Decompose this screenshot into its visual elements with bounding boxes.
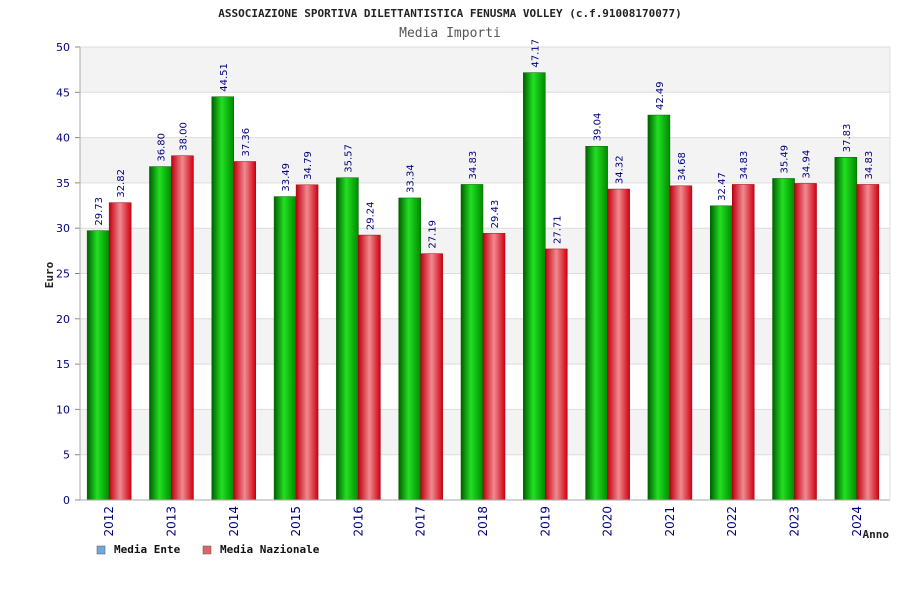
x-tick-label: 2022 xyxy=(725,506,739,537)
bar-media-ente xyxy=(336,177,359,501)
value-label: 29.24 xyxy=(365,201,376,230)
y-tick-label: 50 xyxy=(56,41,70,54)
bar-media-ente xyxy=(772,178,795,501)
bar-media-ente xyxy=(834,157,858,501)
plot-band xyxy=(80,47,890,93)
value-label: 33.49 xyxy=(281,163,292,192)
value-label: 47.17 xyxy=(530,39,541,68)
chart-title: ASSOCIAZIONE SPORTIVA DILETTANTISTICA FE… xyxy=(218,7,682,20)
value-label: 32.47 xyxy=(717,172,728,201)
value-label: 36.80 xyxy=(156,133,167,162)
x-tick-label: 2023 xyxy=(788,506,802,537)
bar-media-nazionale xyxy=(607,188,630,501)
bar-media-nazionale xyxy=(731,184,755,501)
bar-media-ente xyxy=(86,230,110,501)
x-tick-label: 2013 xyxy=(164,506,178,537)
bar-media-nazionale xyxy=(295,184,319,501)
legend: Media Ente Media Nazionale xyxy=(96,543,320,556)
x-tick-label: 2012 xyxy=(102,506,116,537)
y-tick-label: 30 xyxy=(56,222,70,235)
value-label: 34.83 xyxy=(864,151,875,180)
value-label: 29.43 xyxy=(490,200,501,229)
bar-media-nazionale xyxy=(482,233,506,501)
bar-media-nazionale xyxy=(171,155,194,501)
x-tick-label: 2020 xyxy=(601,506,615,537)
y-tick-label: 25 xyxy=(56,268,70,281)
x-tick-label: 2019 xyxy=(538,506,552,537)
bar-media-nazionale xyxy=(669,185,693,501)
value-label: 38.00 xyxy=(178,122,189,151)
x-tick-label: 2016 xyxy=(351,506,365,537)
y-tick-label: 45 xyxy=(56,86,70,99)
y-tick-label: 40 xyxy=(56,132,70,145)
bar-media-ente xyxy=(709,205,733,501)
value-label: 27.71 xyxy=(552,215,563,244)
x-tick-label: 2024 xyxy=(850,506,864,537)
bar-media-nazionale xyxy=(233,161,257,501)
legend-label-media-ente: Media Ente xyxy=(114,543,181,556)
value-label: 34.83 xyxy=(468,151,479,180)
value-label: 39.04 xyxy=(593,113,604,142)
y-tick-label: 0 xyxy=(63,494,70,507)
value-label: 44.51 xyxy=(219,63,230,92)
bar-media-nazionale xyxy=(358,234,381,501)
y-tick-labels: 0 5 10 15 20 25 30 35 40 45 50 xyxy=(56,41,70,507)
bar-media-ente xyxy=(273,196,297,501)
bar-media-nazionale xyxy=(545,248,568,501)
bar-media-ente xyxy=(523,72,546,501)
y-axis-label: Euro xyxy=(43,261,56,288)
bar-media-nazionale xyxy=(108,202,132,501)
y-tick-label: 15 xyxy=(56,358,70,371)
bar-media-nazionale xyxy=(856,184,880,501)
x-tick-label: 2021 xyxy=(663,506,677,537)
value-label: 37.36 xyxy=(241,128,252,157)
legend-swatch-media-ente xyxy=(96,545,106,555)
value-label: 27.19 xyxy=(428,220,439,249)
value-label: 37.83 xyxy=(842,124,853,153)
value-label: 29.73 xyxy=(94,197,105,226)
y-tick-label: 5 xyxy=(63,449,70,462)
value-label: 34.68 xyxy=(677,152,688,181)
plot-band xyxy=(80,137,890,183)
x-tick-label: 2014 xyxy=(227,506,241,537)
y-tick-label: 35 xyxy=(56,177,70,190)
x-tick-label: 2017 xyxy=(414,506,428,537)
bar-media-ente xyxy=(460,184,484,501)
bar-media-ente xyxy=(149,166,172,501)
legend-swatch-media-nazionale xyxy=(202,545,212,555)
chart-subtitle: Media Importi xyxy=(399,26,501,41)
bar-media-ente xyxy=(647,114,671,501)
x-tick-labels: 2012 2013 2014 2015 2016 2017 2018 2019 2020 2021… xyxy=(102,506,864,537)
x-tick-label: 2015 xyxy=(289,506,303,537)
value-label: 34.94 xyxy=(802,150,813,179)
value-label: 35.49 xyxy=(780,145,791,174)
value-label: 35.57 xyxy=(343,144,354,173)
y-tick-label: 20 xyxy=(56,313,70,326)
y-tick-label: 10 xyxy=(56,403,70,416)
bar-media-ente xyxy=(211,96,235,501)
value-label: 34.32 xyxy=(615,155,626,184)
value-label: 33.34 xyxy=(406,164,417,193)
axes xyxy=(79,47,891,501)
bar-media-nazionale xyxy=(420,253,443,501)
bars xyxy=(86,72,880,501)
value-labels: 29.73 32.82 36.80 38.00 44.51 37.36 33.49 34.79… xyxy=(94,39,875,249)
legend-label-media-nazionale: Media Nazionale xyxy=(220,543,320,556)
value-label: 34.83 xyxy=(739,151,750,180)
bar-media-ente xyxy=(585,146,608,501)
x-tick-label: 2018 xyxy=(476,506,490,537)
x-axis-label: Anno xyxy=(863,528,890,541)
value-label: 32.82 xyxy=(116,169,127,198)
value-label: 42.49 xyxy=(655,81,666,110)
bar-media-ente xyxy=(398,197,421,501)
bar-media-nazionale xyxy=(794,183,817,501)
value-label: 34.79 xyxy=(303,151,314,180)
